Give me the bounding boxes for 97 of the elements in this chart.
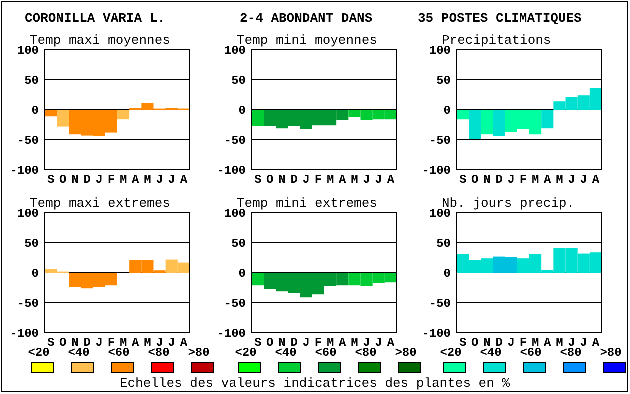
text: <20: [235, 346, 257, 360]
bar: [469, 110, 482, 140]
y-tick-label: -100: [422, 164, 451, 178]
x-tick-label: F: [314, 173, 322, 187]
bar: [45, 110, 58, 117]
x-tick-label: J: [580, 336, 588, 350]
x-tick-label: M: [351, 173, 358, 187]
x-tick-label: A: [592, 173, 600, 187]
x-tick-label: A: [132, 173, 140, 187]
x-tick-label: D: [290, 173, 298, 187]
x-tick-label: J: [168, 336, 176, 350]
text: Echelles des valeurs indicatrices des plantes en %: [120, 376, 510, 391]
bar: [118, 110, 130, 120]
text: >80: [188, 346, 210, 360]
x-tick-label: O: [60, 173, 67, 187]
y-tick-label: -100: [217, 327, 246, 341]
x-tick-label: D: [496, 173, 503, 187]
x-tick-label: M: [532, 173, 540, 187]
x-tick-label: M: [144, 173, 152, 187]
x-tick-label: J: [156, 173, 164, 187]
x-tick-label: S: [254, 173, 262, 187]
y-tick-label: 50: [24, 74, 39, 88]
y-tick-label: 0: [32, 267, 39, 281]
x-tick-label: N: [484, 173, 491, 187]
y-tick-label: -50: [17, 134, 39, 148]
x-tick-label: A: [180, 173, 188, 187]
x-tick-label: A: [544, 336, 552, 350]
x-tick-label: S: [459, 173, 467, 187]
x-tick-label: S: [459, 336, 467, 350]
x-tick-label: N: [72, 173, 79, 187]
x-tick-label: J: [568, 173, 576, 187]
x-tick-label: J: [96, 336, 103, 350]
y-tick-label: -50: [429, 134, 451, 148]
y-tick-label: -50: [17, 297, 39, 311]
y-tick-label: 100: [429, 207, 451, 221]
x-tick-label: J: [375, 336, 382, 350]
x-tick-label: J: [302, 336, 310, 350]
x-tick-label: N: [278, 173, 286, 187]
bar: [542, 110, 554, 129]
x-tick-label: S: [47, 173, 55, 187]
x-tick-label: S: [254, 336, 262, 350]
x-tick-label: J: [580, 173, 588, 187]
x-tick-label: S: [47, 336, 55, 350]
x-tick-label: D: [84, 173, 91, 187]
x-tick-label: J: [96, 173, 103, 187]
y-tick-label: 0: [238, 267, 246, 281]
x-tick-label: J: [168, 173, 176, 187]
text: >80: [395, 346, 417, 360]
x-tick-label: F: [108, 173, 116, 187]
x-tick-label: M: [326, 173, 334, 187]
y-tick-label: 50: [436, 74, 451, 88]
bar: [457, 110, 470, 120]
x-tick-label: O: [266, 173, 274, 187]
y-tick-label: -100: [217, 164, 246, 178]
y-tick-label: -100: [10, 164, 39, 178]
x-tick-label: A: [180, 336, 188, 350]
y-tick-label: 50: [232, 74, 246, 88]
y-tick-label: -50: [224, 297, 246, 311]
text: <20: [440, 346, 462, 360]
y-tick-label: 0: [32, 104, 39, 118]
y-tick-label: -100: [422, 327, 451, 341]
x-tick-label: A: [339, 173, 348, 187]
x-tick-label: O: [266, 336, 274, 350]
x-tick-label: A: [387, 173, 396, 187]
bar: [57, 110, 70, 127]
y-tick-label: 50: [232, 237, 246, 251]
y-tick-label: 0: [444, 104, 451, 118]
y-tick-label: 0: [444, 267, 451, 281]
x-tick-label: J: [375, 173, 382, 187]
x-tick-label: J: [363, 173, 370, 187]
x-tick-label: A: [544, 173, 552, 187]
y-tick-label: 50: [24, 237, 39, 251]
x-tick-label: F: [520, 173, 528, 187]
text: >80: [600, 346, 622, 360]
text: CORONILLA VARIA L.: [25, 11, 166, 26]
y-tick-label: -50: [224, 134, 246, 148]
text: 2-4 ABONDANT DANS: [240, 11, 373, 26]
x-tick-label: J: [302, 173, 310, 187]
bar: [481, 110, 494, 135]
bar: [493, 110, 506, 136]
x-tick-label: M: [120, 173, 128, 187]
y-tick-label: -50: [429, 297, 451, 311]
x-tick-label: O: [60, 336, 67, 350]
x-tick-label: J: [508, 173, 515, 187]
x-tick-label: O: [472, 173, 479, 187]
text: <20: [28, 346, 50, 360]
x-tick-label: M: [556, 173, 564, 187]
text: 35 POSTES CLIMATIQUES: [418, 11, 582, 26]
y-tick-label: 0: [238, 104, 246, 118]
x-tick-label: O: [472, 336, 479, 350]
x-tick-label: A: [387, 336, 396, 350]
y-tick-label: 50: [436, 237, 451, 251]
x-tick-label: A: [132, 336, 140, 350]
x-tick-label: A: [339, 336, 348, 350]
x-tick-label: A: [592, 336, 600, 350]
y-tick-label: -100: [10, 327, 39, 341]
x-tick-label: J: [508, 336, 515, 350]
